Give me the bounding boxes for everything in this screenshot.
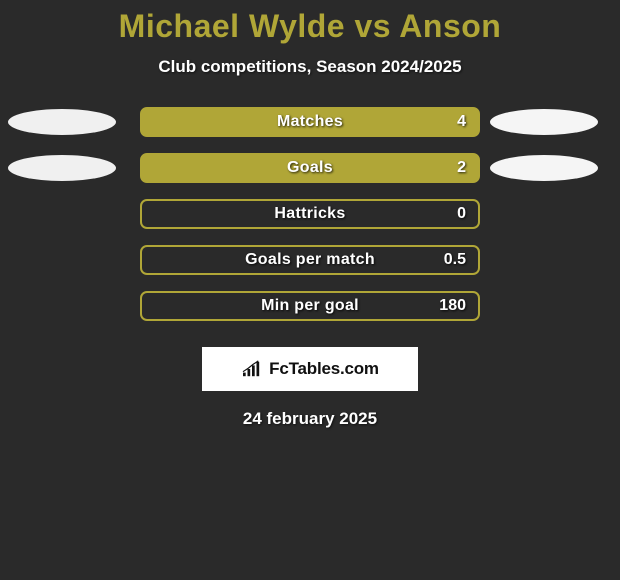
comparison-card: Michael Wylde vs Anson Club competitions… xyxy=(0,0,620,429)
stat-label: Hattricks xyxy=(274,205,345,223)
stat-bar: Hattricks 0 xyxy=(140,199,480,229)
brand-chart-icon xyxy=(241,360,263,378)
stat-bar: Goals per match 0.5 xyxy=(140,245,480,275)
stat-row: Goals per match 0.5 xyxy=(0,245,620,275)
stat-row: Matches 4 xyxy=(0,107,620,137)
stat-bar: Matches 4 xyxy=(140,107,480,137)
subtitle: Club competitions, Season 2024/2025 xyxy=(158,57,461,77)
stat-row: Min per goal 180 xyxy=(0,291,620,321)
stat-row: Goals 2 xyxy=(0,153,620,183)
stat-value: 4 xyxy=(457,113,466,131)
player-right-ellipse xyxy=(490,155,598,181)
stat-bar: Min per goal 180 xyxy=(140,291,480,321)
player-right-ellipse xyxy=(490,109,598,135)
stat-label: Matches xyxy=(277,113,343,131)
stat-bar: Goals 2 xyxy=(140,153,480,183)
stat-label: Min per goal xyxy=(261,297,359,315)
stat-label: Goals per match xyxy=(245,251,375,269)
stat-value: 0 xyxy=(457,205,466,223)
stat-value: 2 xyxy=(457,159,466,177)
stat-rows: Matches 4 Goals 2 Hattricks 0 Goals per match 0… xyxy=(0,107,620,337)
stat-label: Goals xyxy=(287,159,333,177)
player-left-ellipse xyxy=(8,155,116,181)
stat-value: 180 xyxy=(439,297,466,315)
brand-box[interactable]: FcTables.com xyxy=(202,347,418,391)
brand-text: FcTables.com xyxy=(269,359,379,379)
stat-row: Hattricks 0 xyxy=(0,199,620,229)
player-left-ellipse xyxy=(8,109,116,135)
page-title: Michael Wylde vs Anson xyxy=(119,8,502,45)
date-text: 24 february 2025 xyxy=(243,409,377,429)
stat-value: 0.5 xyxy=(444,251,466,269)
